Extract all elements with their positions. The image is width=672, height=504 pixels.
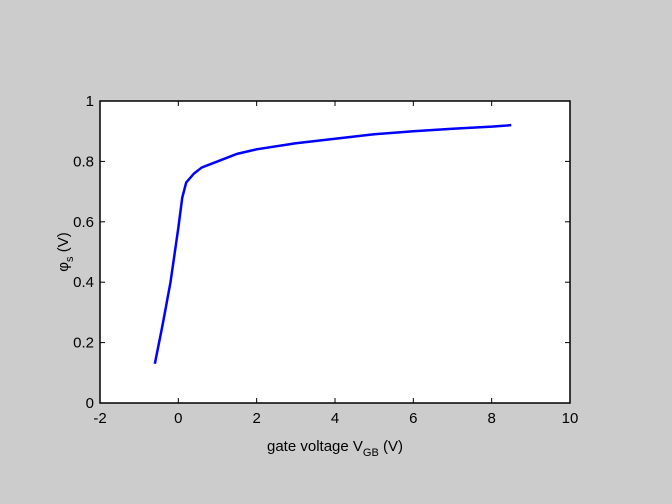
x-tick-label: 4 — [331, 410, 339, 427]
y-tick-label: 0.6 — [73, 214, 94, 231]
data-line — [153, 123, 512, 364]
x-tick-label: -2 — [93, 410, 106, 427]
y-tick-label: 0.4 — [73, 274, 94, 291]
axes-box — [99, 100, 571, 404]
y-label-sub: s — [64, 256, 76, 262]
x-tick-label: 6 — [409, 410, 417, 427]
x-axis-label: gate voltage VGB (V) — [267, 438, 403, 459]
x-tick-label: 8 — [487, 410, 495, 427]
y-tick-label: 0.2 — [73, 335, 94, 352]
x-tick-label: 2 — [252, 410, 260, 427]
y-tick-label: 0 — [86, 395, 94, 412]
y-axis-label: φs (V) — [55, 232, 76, 271]
y-label-suffix: (V) — [55, 232, 72, 256]
x-label-sub: GB — [363, 447, 379, 459]
y-tick-label: 1 — [86, 93, 94, 110]
x-label-text: gate voltage V — [267, 438, 363, 455]
x-tick-label: 10 — [562, 410, 579, 427]
x-label-suffix: (V) — [379, 438, 403, 455]
plot-area — [100, 101, 570, 403]
x-tick-label: 0 — [174, 410, 182, 427]
y-label-text: φ — [55, 262, 72, 272]
y-tick-label: 0.8 — [73, 153, 94, 170]
